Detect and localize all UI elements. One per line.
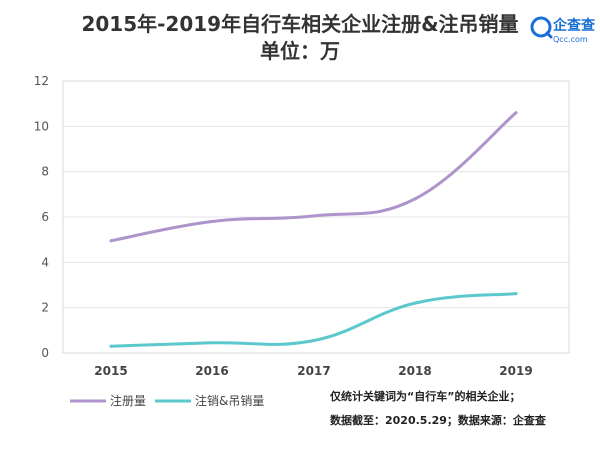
- data-point: [514, 292, 518, 296]
- logo: 企查查 Qcc.com: [530, 16, 596, 44]
- y-tick-label: 2: [41, 301, 49, 315]
- x-tick-label: 2017: [297, 364, 330, 378]
- y-tick-label: 0: [41, 346, 49, 360]
- logo-domain: Qcc.com: [553, 35, 588, 44]
- grid: [63, 125, 569, 309]
- note-scope: 仅统计关键词为“自行车”的相关企业；: [329, 389, 520, 403]
- data-point: [514, 111, 518, 115]
- x-tick-label: 2015: [94, 364, 127, 378]
- data-point: [312, 214, 316, 218]
- x-axis-ticks: 2015 2016 2017 2018 2019: [94, 364, 532, 378]
- chart-title: 2015年-2019年自行车相关企业注册&注吊销量: [81, 12, 518, 36]
- y-tick-label: 8: [41, 165, 49, 179]
- data-point: [109, 239, 113, 243]
- x-tick-label: 2018: [398, 364, 431, 378]
- data-point: [312, 339, 316, 343]
- y-tick-label: 6: [41, 210, 49, 224]
- legend-label-cancellations: 注销&吊销量: [195, 393, 264, 408]
- y-tick-label: 12: [34, 74, 49, 88]
- data-point: [109, 344, 113, 348]
- data-point: [413, 301, 417, 305]
- x-tick-label: 2019: [499, 364, 532, 378]
- data-point: [210, 341, 214, 345]
- legend: 注册量 注销&吊销量: [70, 393, 264, 408]
- x-tick-label: 2016: [195, 364, 228, 378]
- note-source: 数据截至：2020.5.29；数据来源：企查查: [330, 413, 546, 427]
- data-point: [210, 220, 214, 224]
- legend-label-registrations: 注册量: [110, 393, 146, 408]
- chart-subtitle: 单位：万: [260, 39, 340, 63]
- y-tick-label: 4: [41, 255, 49, 269]
- logo-name: 企查查: [552, 17, 596, 34]
- y-tick-label: 10: [34, 119, 49, 133]
- y-axis-ticks: 0 2 4 6 8 10 12: [34, 74, 49, 360]
- series-lines: [109, 111, 518, 348]
- data-point: [413, 197, 417, 201]
- logo-icon: [530, 16, 553, 39]
